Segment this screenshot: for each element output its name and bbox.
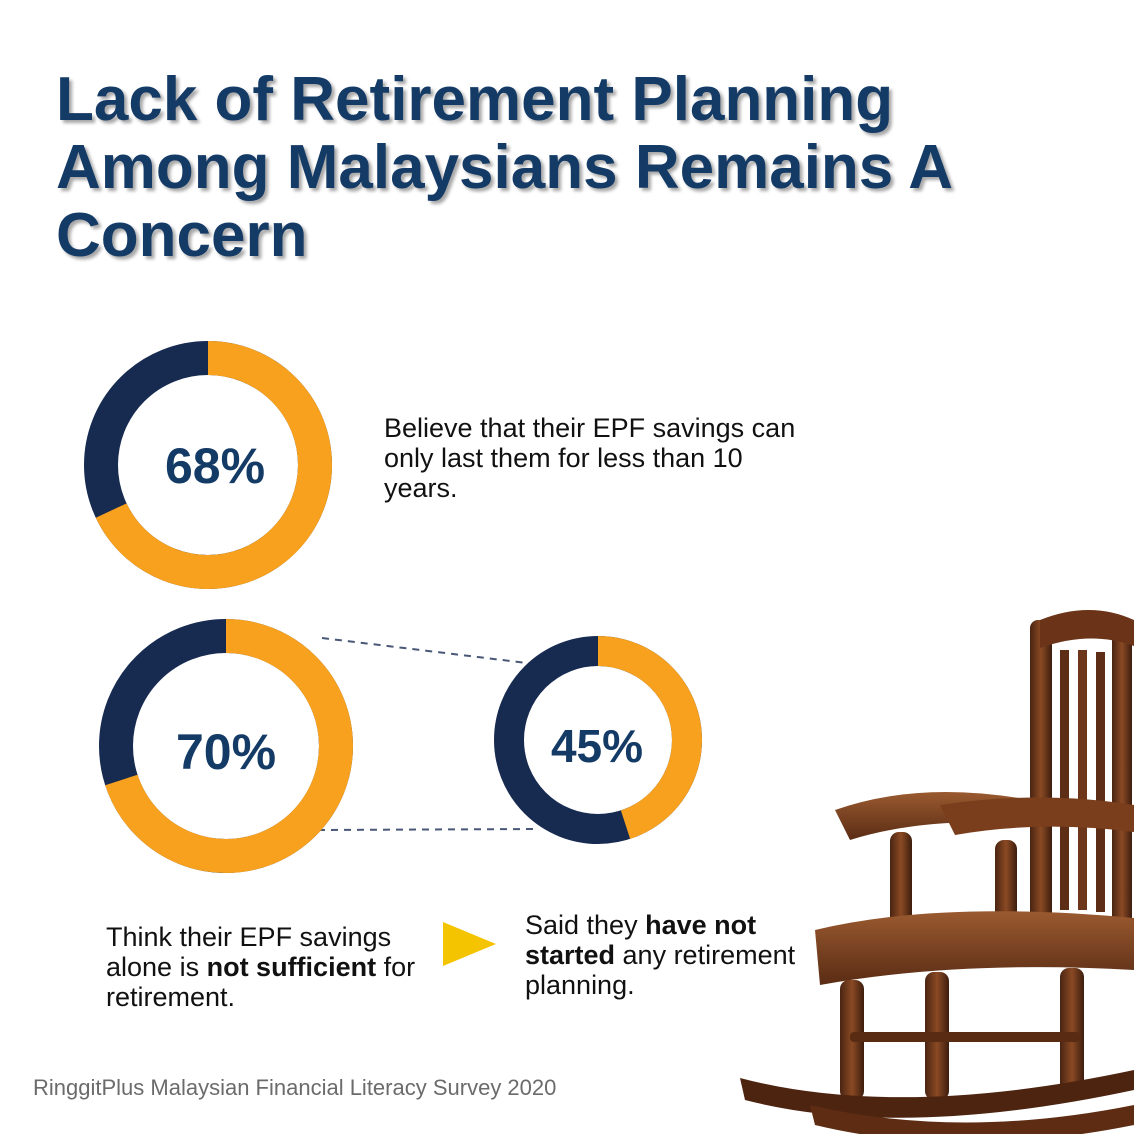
donut-45-arc bbox=[597, 636, 702, 839]
caption-68: Believe that their EPF savings can only … bbox=[384, 413, 796, 503]
caption-70: Think their EPF savings alone is not suf… bbox=[106, 922, 426, 1012]
donut-45: 45% bbox=[494, 636, 702, 844]
caption-45-text-end: any retirement planning. bbox=[525, 940, 796, 1000]
donut-70-label: 70% bbox=[176, 724, 276, 780]
source-note: RinggitPlus Malaysian Financial Literacy… bbox=[33, 1075, 557, 1100]
page-title: Lack of Retirement Planning Among Malays… bbox=[56, 66, 1056, 270]
rocking-chair-illustration bbox=[740, 610, 1134, 1134]
connector-line-top bbox=[321, 637, 536, 665]
caption-70-text: Think their EPF savings alone is bbox=[106, 922, 392, 982]
title-line-3: Concern bbox=[56, 201, 308, 270]
caption-70-bold: not sufficient bbox=[206, 952, 377, 982]
connector-line-bottom bbox=[317, 828, 538, 831]
caption-45: Said they have not started any retiremen… bbox=[525, 910, 825, 1000]
caption-70-text-end: for retirement. bbox=[106, 952, 416, 1012]
title-line-1: Lack of Retirement Planning bbox=[56, 65, 894, 134]
donut-68-arc bbox=[95, 341, 332, 589]
caption-45-bold: have not started bbox=[525, 910, 757, 970]
donut-70-arc bbox=[105, 619, 353, 873]
donut-68-label: 68% bbox=[165, 438, 265, 494]
donut-45-label: 45% bbox=[551, 720, 643, 772]
donut-70: 70% bbox=[99, 619, 353, 873]
donut-68: 68% bbox=[84, 341, 332, 589]
play-triangle-icon bbox=[443, 922, 496, 966]
caption-45-text: Said they bbox=[525, 910, 646, 940]
title-line-2: Among Malaysians Remains A bbox=[56, 133, 953, 202]
